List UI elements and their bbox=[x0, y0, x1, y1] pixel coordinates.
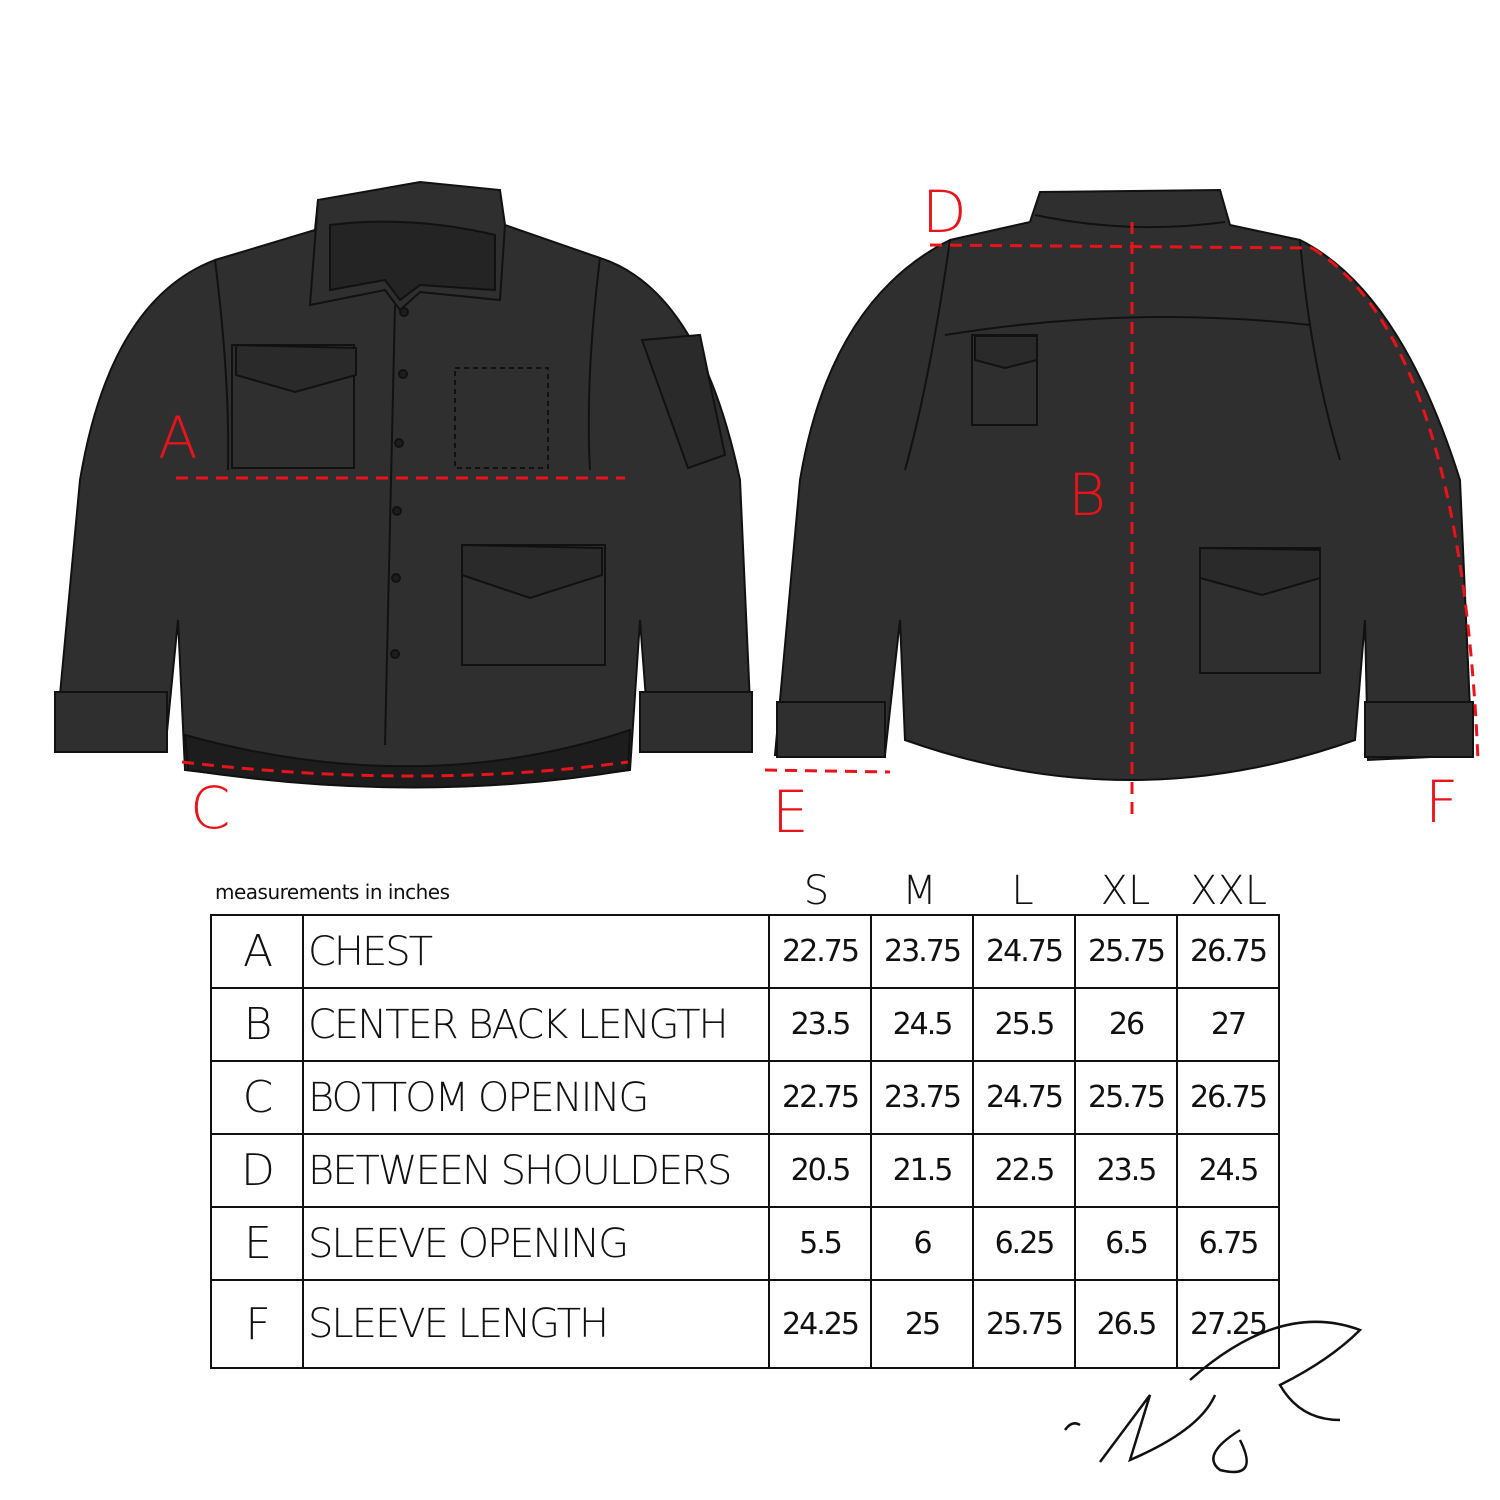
row-value: 26 bbox=[1074, 987, 1178, 1062]
row-value: 22.75 bbox=[768, 914, 872, 989]
measure-e-line bbox=[764, 768, 891, 774]
row-value: 20.5 bbox=[768, 1133, 872, 1208]
label-d: D bbox=[922, 178, 967, 246]
row-value: 23.5 bbox=[768, 987, 872, 1062]
row-value: 24.5 bbox=[870, 987, 974, 1062]
signature bbox=[1063, 1320, 1363, 1474]
size-chart-table: A Chest 22.75 23.75 24.75 25.75 26.75 B Center B… bbox=[210, 914, 1280, 1369]
row-value: 23.75 bbox=[870, 914, 974, 989]
row-measurement-name: Between Shoulders bbox=[302, 1133, 770, 1208]
measure-c-line bbox=[181, 760, 629, 778]
measure-d-line bbox=[929, 243, 1313, 250]
label-f: F bbox=[1425, 768, 1458, 836]
table-row: C Bottom Opening 22.75 23.75 24.75 25.75 26.75 bbox=[210, 1060, 1280, 1135]
row-value: 24.75 bbox=[972, 914, 1076, 989]
label-e: E bbox=[772, 778, 809, 846]
size-header: S bbox=[803, 868, 830, 914]
row-letter: A bbox=[210, 914, 304, 989]
units-note: measurements in inches bbox=[215, 880, 450, 904]
row-value: 23.5 bbox=[1074, 1133, 1178, 1208]
row-measurement-name: Sleeve Opening bbox=[302, 1206, 770, 1281]
row-value: 6.5 bbox=[1074, 1206, 1178, 1281]
table-row: E Sleeve Opening 5.5 6 6.25 6.5 6.75 bbox=[210, 1206, 1280, 1281]
row-value: 21.5 bbox=[870, 1133, 974, 1208]
row-letter: E bbox=[210, 1206, 304, 1281]
row-letter: D bbox=[210, 1133, 304, 1208]
row-value: 22.5 bbox=[972, 1133, 1076, 1208]
row-value: 25.5 bbox=[972, 987, 1076, 1062]
size-header: XL bbox=[1100, 868, 1151, 914]
row-value: 24.5 bbox=[1176, 1133, 1280, 1208]
jacket-back bbox=[773, 188, 1474, 781]
row-measurement-name: Chest bbox=[302, 914, 770, 989]
row-value: 26.75 bbox=[1176, 914, 1280, 989]
row-value: 22.75 bbox=[768, 1060, 872, 1135]
row-value: 25 bbox=[870, 1279, 974, 1369]
measure-f-line bbox=[1311, 246, 1480, 761]
row-value: 26.5 bbox=[1074, 1279, 1178, 1369]
table-row: A Chest 22.75 23.75 24.75 25.75 26.75 bbox=[210, 914, 1280, 989]
table-row: F Sleeve Length 24.25 25 25.75 26.5 27.25 bbox=[210, 1279, 1280, 1369]
table-row: D Between Shoulders 20.5 21.5 22.5 23.5 24.5 bbox=[210, 1133, 1280, 1208]
row-letter: F bbox=[210, 1279, 304, 1369]
row-value: 6 bbox=[870, 1206, 974, 1281]
size-header: M bbox=[902, 868, 937, 914]
row-value: 27 bbox=[1176, 987, 1280, 1062]
measurement-lines bbox=[176, 222, 1480, 822]
row-value: 23.75 bbox=[870, 1060, 974, 1135]
row-letter: C bbox=[210, 1060, 304, 1135]
row-value: 6.75 bbox=[1176, 1206, 1280, 1281]
size-header: L bbox=[1011, 868, 1034, 914]
row-measurement-name: Sleeve Length bbox=[302, 1279, 770, 1369]
jacket-front bbox=[53, 180, 754, 789]
row-value: 25.75 bbox=[1074, 1060, 1178, 1135]
table-row: B Center Back Length 23.5 24.5 25.5 26 27 bbox=[210, 987, 1280, 1062]
row-value: 27.25 bbox=[1176, 1279, 1280, 1369]
size-headers: S M L XL XXL bbox=[765, 868, 1280, 914]
size-header: XXL bbox=[1189, 868, 1268, 914]
label-a: A bbox=[158, 404, 198, 472]
row-value: 25.75 bbox=[972, 1279, 1076, 1369]
row-letter: B bbox=[210, 987, 304, 1062]
row-value: 24.25 bbox=[768, 1279, 872, 1369]
row-value: 6.25 bbox=[972, 1206, 1076, 1281]
row-measurement-name: Bottom Opening bbox=[302, 1060, 770, 1135]
row-value: 25.75 bbox=[1074, 914, 1178, 989]
row-value: 24.75 bbox=[972, 1060, 1076, 1135]
label-b: B bbox=[1068, 461, 1106, 529]
row-value: 26.75 bbox=[1176, 1060, 1280, 1135]
row-measurement-name: Center Back Length bbox=[302, 987, 770, 1062]
label-c: C bbox=[190, 774, 231, 842]
row-value: 5.5 bbox=[768, 1206, 872, 1281]
